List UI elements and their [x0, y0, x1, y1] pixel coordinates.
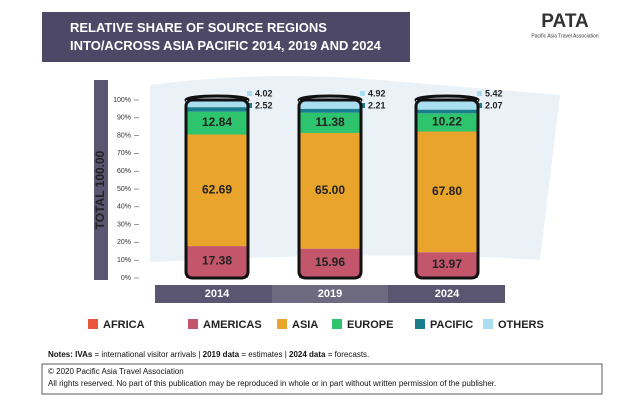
legend-label: ASIA	[292, 319, 318, 331]
footer-line: All rights reserved. No part of this pub…	[48, 379, 496, 388]
bar-segment	[299, 108, 361, 113]
data-label: 2.07	[485, 100, 503, 110]
x-tick-label: 2019	[318, 288, 342, 300]
legend-swatch	[483, 319, 493, 329]
legend-swatch	[415, 319, 425, 329]
legend-label: AFRICA	[103, 319, 145, 331]
axis-strip	[94, 80, 108, 280]
chart-title: RELATIVE SHARE OF SOURCE REGIONS INTO/AC…	[70, 20, 381, 53]
title-box	[42, 12, 410, 62]
y-tick-label: 50%	[117, 186, 131, 193]
legend-label: EUROPE	[347, 319, 393, 331]
bar-segment	[416, 109, 478, 114]
footer-box	[41, 363, 603, 395]
data-label: 13.97	[432, 257, 462, 271]
x-tick-label: 2014	[205, 288, 230, 300]
title-wrap: RELATIVE SHARE OF SOURCE REGIONS INTO/AC…	[70, 20, 381, 53]
category-band-mid	[272, 285, 388, 303]
data-label: 17.38	[202, 254, 232, 268]
label-key	[247, 103, 252, 108]
bar-segment	[299, 248, 361, 278]
y-tick-label: 100%	[113, 97, 131, 104]
data-label: 12.84	[202, 115, 232, 129]
bar-segment	[416, 99, 478, 110]
data-label: 4.92	[368, 88, 386, 98]
bar-outline	[414, 98, 480, 280]
bar-segment	[186, 134, 248, 247]
legend-swatch	[332, 319, 342, 329]
data-label: 67.80	[432, 184, 462, 198]
label-key	[247, 91, 252, 96]
data-label: 65.00	[315, 183, 345, 197]
y-tick-label: 20%	[117, 239, 131, 246]
data-label: 15.96	[315, 255, 345, 269]
logo: PATA	[541, 11, 589, 32]
bar-segment	[416, 252, 478, 278]
note-part: = international visitor arrivals |	[92, 350, 202, 359]
bar-outline	[184, 98, 250, 280]
y-tick-label: 70%	[117, 150, 131, 157]
legend-swatch	[277, 319, 287, 329]
logo-sub: Pacific Asia Travel Association	[531, 33, 598, 39]
legend-swatch	[88, 319, 98, 329]
legend-label: AMERICAS	[203, 319, 262, 331]
legend-swatch	[188, 319, 198, 329]
bar-segment	[299, 100, 361, 109]
y-tick-label: 90%	[117, 115, 131, 122]
data-label: 4.02	[255, 88, 273, 98]
note-part: = estimates |	[239, 350, 289, 359]
bar-segment	[299, 112, 361, 133]
note-part: Notes: IVAs	[48, 350, 93, 359]
label-key	[477, 91, 482, 96]
y-axis-label: TOTAL 100.00	[93, 150, 107, 229]
note-part: 2024 data	[289, 350, 326, 359]
label-key	[477, 103, 482, 108]
legend-label: OTHERS	[498, 319, 544, 331]
note-part: 2019 data	[203, 350, 240, 359]
label-key	[360, 91, 365, 96]
bar-segment	[186, 111, 248, 135]
bar-segment	[416, 113, 478, 132]
bar-segment	[186, 246, 248, 278]
bar-segment	[416, 131, 478, 253]
y-tick-label: 40%	[117, 204, 131, 211]
bar-segment	[186, 107, 248, 112]
data-label: 2.52	[255, 100, 273, 110]
footer-line: © 2020 Pacific Asia Travel Association	[48, 367, 184, 376]
legend-label: PACIFIC	[430, 319, 473, 331]
y-tick-label: 60%	[117, 168, 131, 175]
bar-segment	[186, 100, 248, 108]
data-label: 11.38	[315, 115, 345, 129]
bar-outline	[297, 98, 363, 280]
notes: Notes: IVAs = international visitor arri…	[48, 350, 369, 359]
data-label: 2.21	[368, 100, 386, 110]
data-label: 62.69	[202, 182, 232, 196]
x-tick-label: 2024	[435, 288, 460, 300]
label-key	[360, 103, 365, 108]
y-tick-label: 30%	[117, 221, 131, 228]
bar-segment	[299, 132, 361, 249]
data-label: 10.22	[432, 115, 462, 129]
y-tick-label: 10%	[117, 257, 131, 264]
y-tick-label: 80%	[117, 132, 131, 139]
note-part: = forecasts.	[325, 350, 369, 359]
data-label: 5.42	[485, 88, 503, 98]
y-tick-label: 0%	[121, 275, 131, 282]
